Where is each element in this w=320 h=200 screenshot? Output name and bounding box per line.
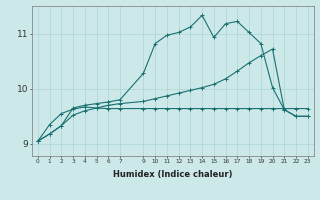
X-axis label: Humidex (Indice chaleur): Humidex (Indice chaleur)	[113, 170, 233, 179]
